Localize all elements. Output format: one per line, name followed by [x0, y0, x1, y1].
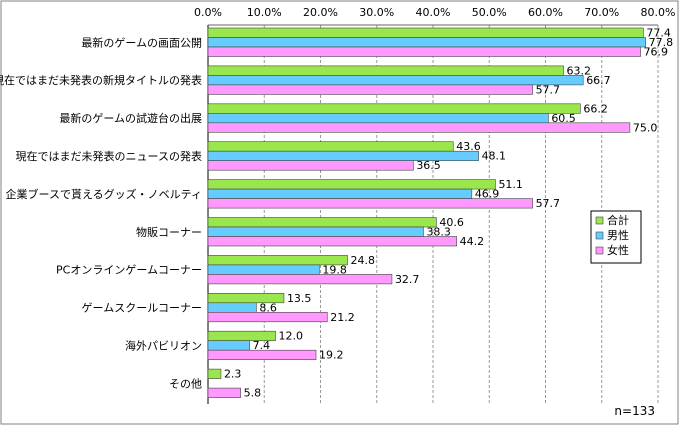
bar — [207, 349, 317, 361]
category-label: 海外パビリオン — [125, 338, 202, 352]
data-label: 46.9 — [475, 188, 500, 201]
data-label: 75.0 — [633, 121, 658, 134]
bar — [207, 387, 241, 398]
data-label: 76.9 — [644, 46, 669, 59]
bar — [207, 188, 473, 199]
category-label: 物販コーナー — [136, 225, 202, 239]
category-labels: 最新のゲームの画面公開現在ではまだ未発表の新規タイトルの発表最新のゲームの試遊台… — [0, 35, 202, 390]
bar — [207, 75, 584, 86]
category-label: 現在ではまだ未発表の新規タイトルの発表 — [0, 73, 202, 87]
bar — [207, 368, 222, 379]
category-label: PCオンラインゲームコーナー — [56, 264, 202, 277]
data-label: 63.2 — [567, 64, 592, 77]
x-tick-label: 60.0% — [528, 6, 563, 19]
data-label: 51.1 — [498, 178, 523, 191]
data-label: 57.7 — [536, 197, 561, 210]
bar — [207, 65, 564, 76]
legend-swatch — [595, 216, 604, 225]
x-tick-label: 80.0% — [641, 6, 676, 19]
category-label: 現在ではまだ未発表のニュースの発表 — [16, 149, 202, 163]
legend-label: 女性 — [607, 243, 629, 257]
bar — [207, 264, 320, 275]
bar — [207, 311, 328, 323]
category-label: 最新のゲームの試遊台の出展 — [59, 111, 202, 125]
x-tick-label: 40.0% — [416, 6, 451, 19]
data-label: 7.4 — [253, 339, 271, 352]
bar — [207, 198, 533, 209]
legend-label: 合計 — [607, 213, 629, 227]
data-label: 77.8 — [649, 36, 674, 49]
bar — [207, 37, 646, 48]
category-label: ゲームスクールコーナー — [82, 302, 202, 315]
data-label: 60.5 — [551, 112, 576, 125]
data-label: 66.7 — [586, 74, 611, 87]
bars — [207, 27, 646, 398]
bar — [207, 217, 437, 228]
data-label: 57.7 — [536, 83, 561, 96]
data-label: 24.8 — [351, 254, 376, 267]
data-label: 43.6 — [456, 140, 481, 153]
x-tick-label: 20.0% — [303, 6, 338, 19]
legend-swatch — [595, 231, 604, 240]
data-label: 12.0 — [279, 330, 304, 343]
data-label: 8.6 — [259, 301, 277, 314]
bar — [207, 236, 457, 247]
data-label: 66.2 — [583, 102, 608, 115]
value-labels: 77.477.876.9 63.266.7 57.7 66.2 60.5 75.0 43.6… — [224, 27, 673, 400]
data-label: 36.5 — [416, 159, 441, 172]
bar — [207, 113, 549, 124]
bar — [207, 84, 533, 95]
data-label: 48.1 — [482, 150, 507, 163]
data-label: 19.2 — [319, 349, 344, 362]
data-label: 44.2 — [460, 235, 485, 248]
bar — [207, 302, 257, 313]
bar — [207, 226, 424, 237]
data-label: 13.5 — [287, 292, 312, 305]
x-tick-label: 50.0% — [472, 6, 507, 19]
sample-size-note: n=133 — [614, 404, 655, 418]
category-label: 最新のゲームの画面公開 — [81, 35, 202, 49]
data-label: 19.8 — [322, 263, 347, 276]
data-label: 21.2 — [330, 311, 355, 324]
data-label: 38.3 — [426, 226, 451, 239]
bar — [207, 179, 496, 190]
bar — [207, 27, 644, 38]
data-label: 32.7 — [395, 273, 420, 286]
x-tick-label: 0.0% — [194, 6, 222, 19]
data-label: 5.8 — [244, 387, 262, 400]
bar — [207, 340, 250, 351]
category-label: 企業ブースで貰えるグッズ・ノベルティ — [6, 187, 202, 201]
x-tick-label: 30.0% — [359, 6, 394, 19]
bar — [207, 274, 393, 285]
x-tick-label: 70.0% — [584, 6, 619, 19]
data-label: 2.3 — [224, 368, 242, 381]
data-label: 77.4 — [646, 27, 671, 40]
legend-swatch — [595, 246, 604, 255]
data-label: 40.6 — [439, 216, 464, 229]
bar — [207, 103, 581, 114]
bar — [207, 46, 641, 57]
bar — [207, 122, 631, 133]
category-label: その他 — [169, 377, 202, 390]
x-tick-label: 10.0% — [247, 6, 282, 19]
bar — [207, 141, 454, 152]
x-axis-ticks: 0.0% 10.0% 20.0% 30.0% 40.0% 50.0% 60.0% 70.0% 8… — [194, 6, 675, 19]
legend-label: 男性 — [607, 228, 629, 242]
bar — [207, 160, 414, 171]
